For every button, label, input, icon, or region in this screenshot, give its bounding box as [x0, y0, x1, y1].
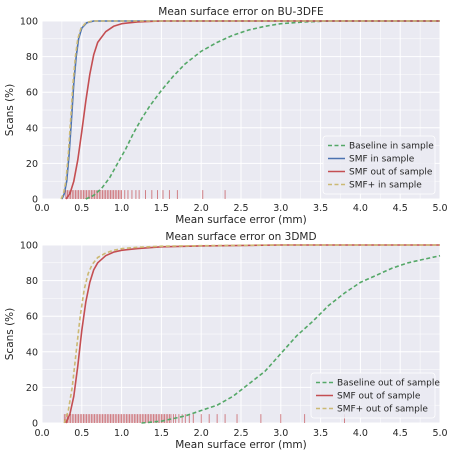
legend-box — [322, 135, 436, 195]
y-tick-label: 20 — [26, 159, 38, 170]
chart-bu3dfe: Mean surface error on BU-3DFE 0.0 0.5 1.0 1.… — [4, 6, 448, 226]
x-axis-label: Mean surface error (mm) — [175, 439, 307, 451]
y-tick-label: 40 — [26, 347, 38, 358]
x-tick-label: 1.0 — [114, 203, 129, 214]
x-tick-label: 3.5 — [313, 203, 328, 214]
x-tick-label: 3.0 — [273, 203, 288, 214]
x-tick-label: 4.5 — [393, 428, 408, 439]
x-tick-label: 3.0 — [273, 428, 288, 439]
y-tick-label: 100 — [20, 17, 38, 28]
x-tick-label: 4.0 — [353, 203, 368, 214]
series-line-2 — [65, 20, 440, 200]
x-tick-label: 2.0 — [194, 428, 209, 439]
x-tick-label: 0.0 — [34, 203, 49, 214]
series-line-0 — [141, 254, 441, 424]
x-tick-label: 0.5 — [74, 428, 89, 439]
legend: Baseline in sample SMF in sample SMF out o… — [322, 135, 436, 195]
x-tick-label: 4.5 — [393, 203, 408, 214]
x-tick-label: 2.5 — [233, 203, 248, 214]
y-tick-label: 0 — [32, 195, 38, 206]
legend-label: SMF out of sample — [349, 168, 433, 178]
y-tick-label: 20 — [26, 383, 38, 394]
x-tick-label: 2.5 — [233, 428, 248, 439]
legend-box — [310, 372, 436, 419]
series-line-0 — [85, 20, 440, 200]
y-tick-label: 80 — [26, 276, 38, 287]
legend: Baseline out of sample SMF out of sample S… — [310, 372, 440, 419]
y-axis-label: Scans (%) — [4, 84, 16, 137]
chart-3dmd: Mean surface error on 3DMD 0.0 0.5 1.0 1.5 2.… — [4, 231, 448, 451]
y-tick-label: 60 — [26, 88, 38, 99]
x-tick-label: 0.5 — [74, 203, 89, 214]
legend-label: Baseline in sample — [349, 142, 434, 152]
x-tick-label: 5.0 — [432, 428, 447, 439]
y-tick-label: 60 — [26, 312, 38, 323]
chart-title: Mean surface error on 3DMD — [165, 231, 316, 243]
series-line-3 — [60, 20, 440, 200]
chart-title: Mean surface error on BU-3DFE — [158, 6, 323, 18]
y-tick-label: 80 — [26, 52, 38, 63]
y-tick-label: 100 — [20, 241, 38, 252]
y-tick-label: 0 — [32, 419, 38, 430]
x-tick-label: 4.0 — [353, 428, 368, 439]
x-tick-label: 3.5 — [313, 428, 328, 439]
x-tick-label: 2.0 — [194, 203, 209, 214]
y-tick-label: 40 — [26, 123, 38, 134]
legend-label: SMF+ in sample — [349, 181, 422, 191]
legend-label: SMF out of sample — [337, 392, 421, 402]
x-tick-label: 1.5 — [154, 428, 169, 439]
y-axis-label: Scans (%) — [4, 308, 16, 361]
series-line-2 — [63, 244, 440, 424]
legend-label: Baseline out of sample — [337, 379, 440, 389]
x-tick-label: 0.0 — [34, 428, 49, 439]
x-tick-label: 1.0 — [114, 428, 129, 439]
legend-label: SMF in sample — [349, 155, 415, 165]
x-tick-label: 5.0 — [432, 203, 447, 214]
legend-label: SMF+ out of sample — [337, 405, 428, 415]
x-axis-label: Mean surface error (mm) — [175, 214, 307, 226]
x-tick-label: 1.5 — [154, 203, 169, 214]
